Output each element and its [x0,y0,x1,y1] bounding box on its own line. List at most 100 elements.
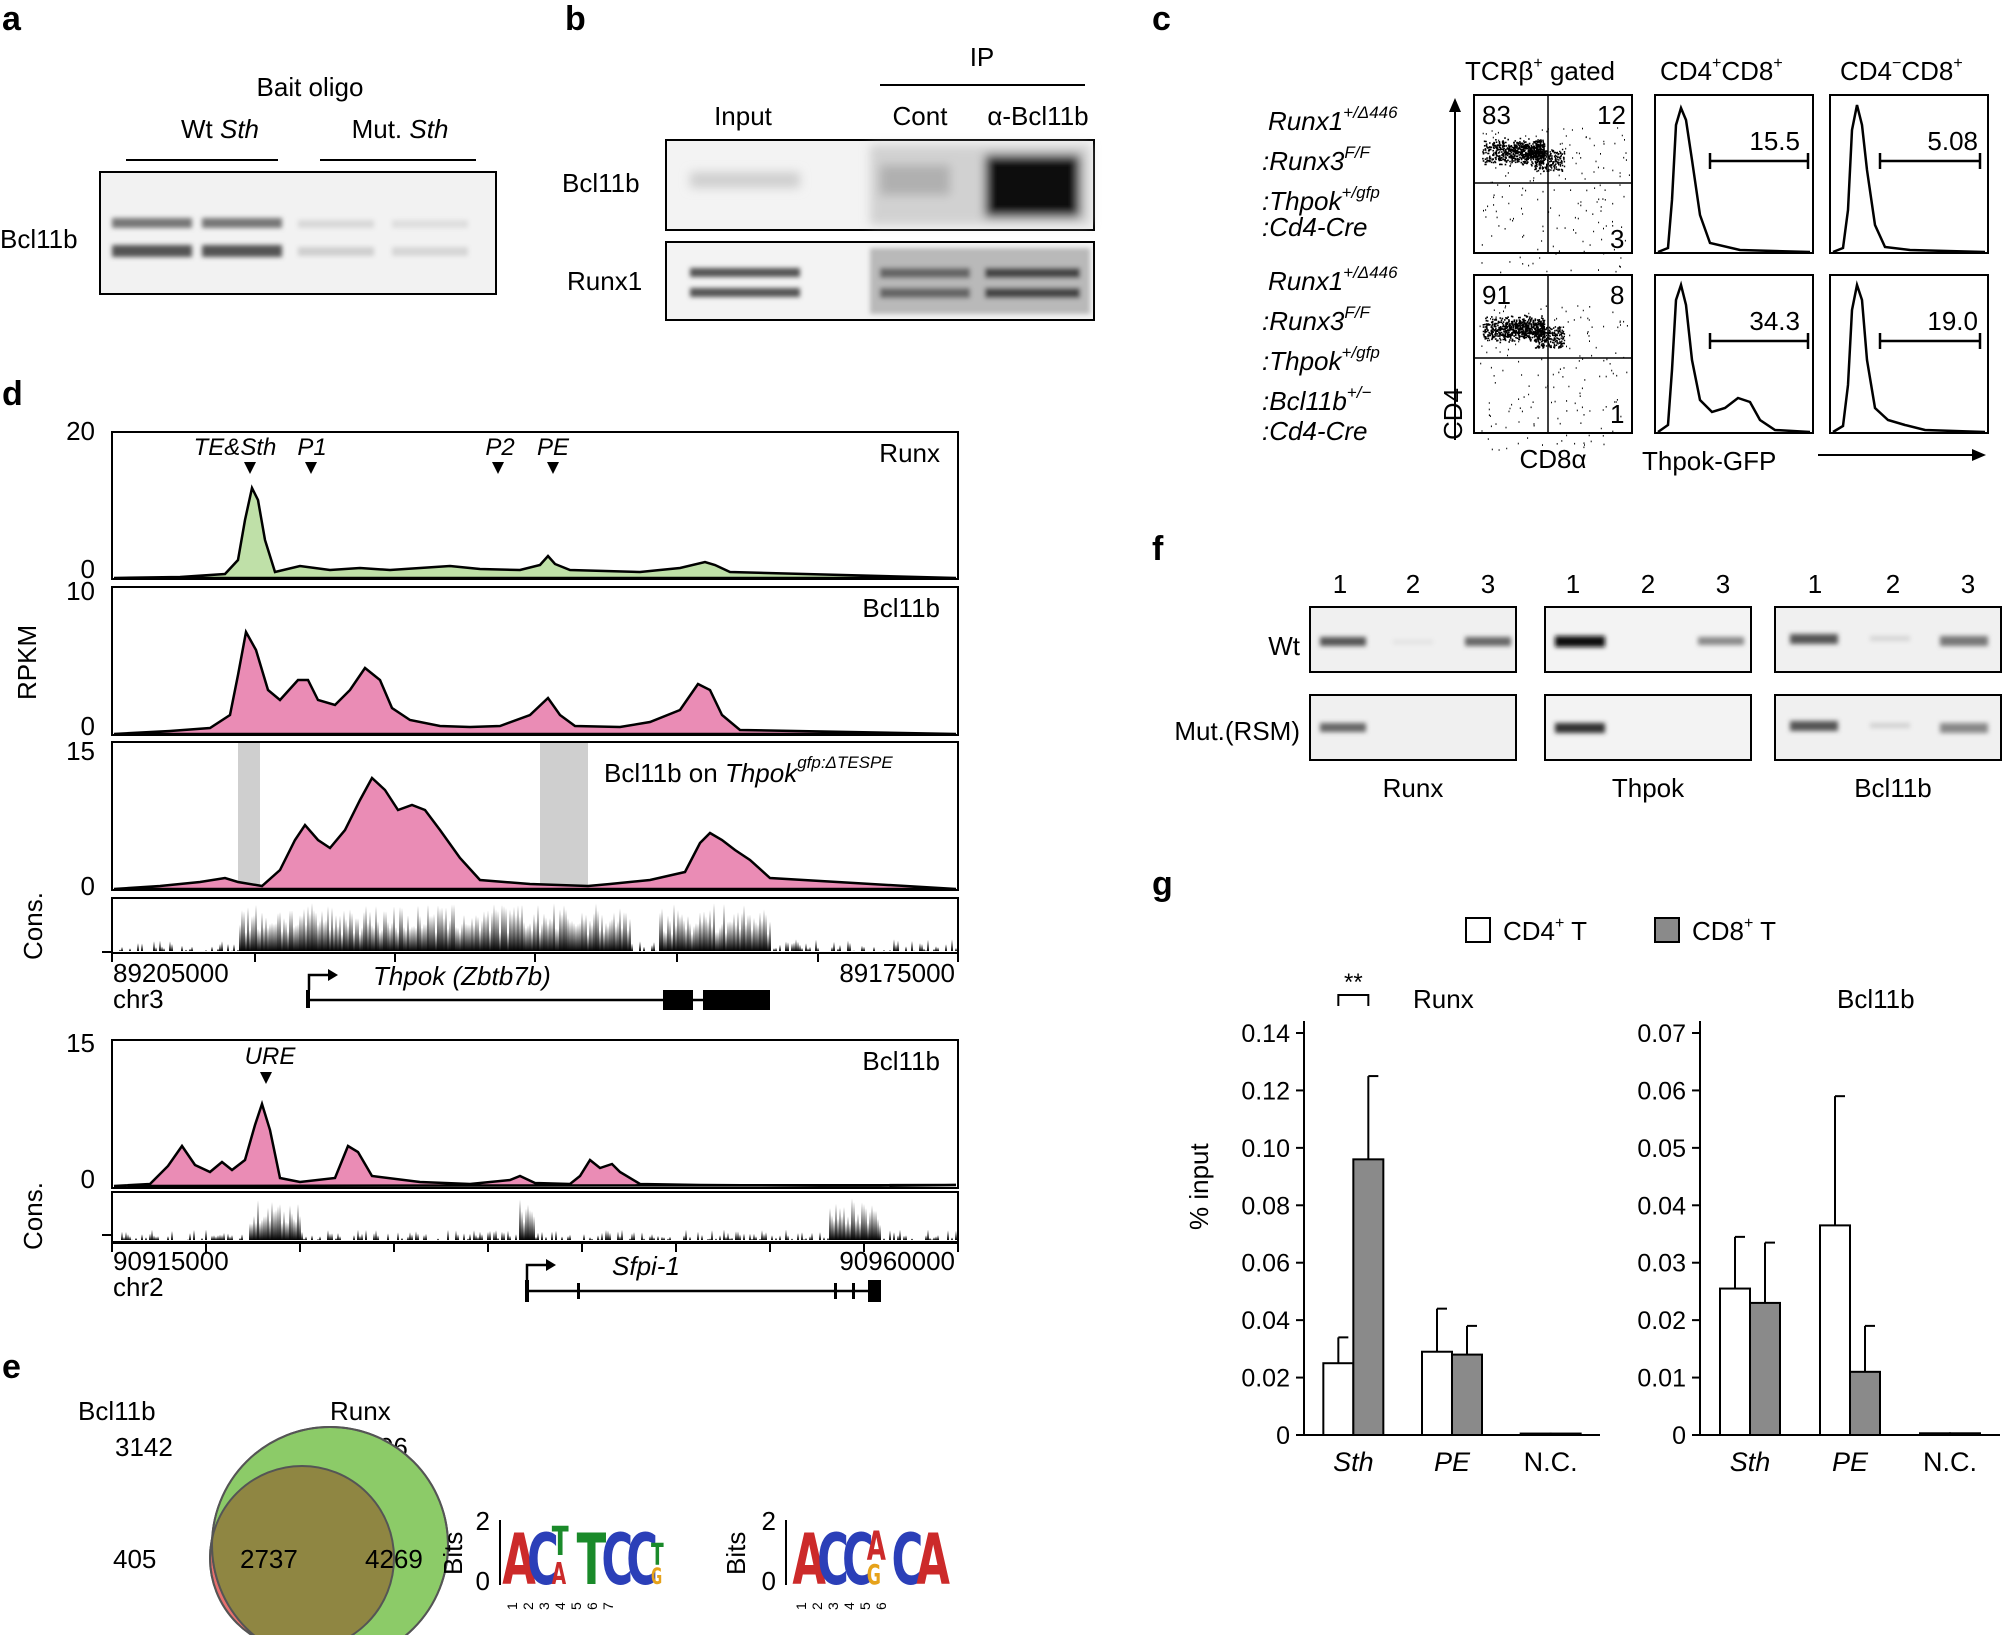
motif1-letter-7b: G [651,1565,662,1590]
chart-bcl11b: Bcl11b 0 0.01 0.02 0.03 0.04 0.05 0.06 0.07 Sth PE… [1637,984,2000,1477]
motif1-axis-top: 2 [476,1506,490,1536]
track1-name: Runx [879,438,940,468]
bar-bcl11b-nc-cd4 [1919,1432,1951,1436]
y-tick-label: 0.08 [1241,1192,1290,1220]
flow-dots [1481,127,1630,274]
svg-text:1: 1 [504,1602,520,1610]
panel-c: TCRβ+ gated CD4+CD8+ CD4−CD8+ Runx1+/Δ44… [1262,55,1989,476]
hist-1-dp [1654,94,1814,254]
y-tick-label: 0.10 [1241,1135,1290,1163]
hist1-dp-value: 15.5 [1749,126,1800,156]
significance-bracket [1337,994,1370,1006]
y-tick-label: 0.05 [1637,1135,1686,1163]
panel-label-b: b [565,0,586,38]
dot-plot-1 [1473,94,1633,254]
gene1-label: Thpok (Zbtb7b) [373,961,551,991]
motif2-positions: 1 2 3 4 5 6 [793,1602,889,1610]
bar-runx-pe-cd4 [1421,1350,1453,1436]
motif1-letter-6: C [626,1519,658,1601]
x-category-label: N.C. [1524,1447,1578,1477]
x-category-label: Sth [1333,1447,1374,1477]
chart-title: Runx [1413,984,1474,1014]
flow-dots [1479,305,1628,451]
bcl11b-peak-profile [113,628,957,736]
panel-label-c: c [1152,0,1171,38]
anti-bcl11b-label: α-Bcl11b [987,101,1088,131]
y-tick-label: 0.06 [1637,1077,1686,1105]
track2-name: Bcl11b [862,593,940,623]
svg-text:3: 3 [825,1602,841,1610]
motif1-bits-label: Bits [438,1532,468,1575]
col-dn-label: CD4−CD8+ [1840,55,1963,86]
bar-bcl11b-sth-cd4 [1719,1287,1751,1436]
hist2-dp-value: 34.3 [1749,306,1800,336]
motif2-bits-label: Bits [721,1532,751,1575]
svg-text:5: 5 [857,1602,873,1610]
venn-runx-label: Runx [330,1396,391,1426]
gene2-label: Sfpi-1 [612,1251,680,1281]
y-tick-label: 0.06 [1241,1250,1290,1278]
svg-text:2: 2 [1886,569,1900,599]
svg-text:3: 3 [536,1602,552,1610]
marker-p2: P2 [485,434,514,461]
cons-label-2: Cons. [18,1182,48,1250]
svg-text:2: 2 [809,1602,825,1610]
dot-cloud-1 [1481,127,1630,274]
legend-cd4-swatch [1465,917,1491,943]
gene-model-sfpi1 [525,1259,881,1302]
coord1-left: 89205000 [113,958,229,988]
motif1-letter-3: T [552,1518,569,1565]
motif2-letter-6: A [916,1519,950,1601]
svg-text:1: 1 [1808,569,1822,599]
y-tick-label: 0.07 [1637,1020,1686,1048]
dot2-br: 1 [1610,399,1624,429]
gene-model-thpok [306,969,770,1010]
x-category-label: N.C. [1923,1447,1977,1477]
svg-text::Thpok+/gfp: :Thpok+/gfp [1262,183,1380,216]
panel-label-d: d [2,375,23,413]
bar-runx-sth-cd8 [1352,1158,1385,1437]
panel-label-a: a [2,0,22,38]
motif2-letter-4: A [867,1523,886,1570]
rpkm-label: RPKM [12,625,42,700]
row-mut-label: Mut.(RSM) [1174,716,1300,746]
chr2-label: chr2 [113,1272,164,1302]
y-tick-label: 0.14 [1241,1020,1290,1048]
svg-text:4: 4 [841,1602,857,1610]
input-label: Input [714,101,773,131]
svg-text::Runx3F/F: :Runx3F/F [1262,143,1371,176]
track3-max: 15 [66,736,95,766]
y-tick-label: 0.12 [1241,1077,1290,1105]
venn-bcl11b-label: Bcl11b [78,1396,156,1426]
deletion-shade-pe [540,743,588,889]
cd4-axis-label: CD4 [1438,388,1468,440]
panel-b: IP Input Cont α-Bcl11b Bcl11b Runx1 [562,42,1095,321]
svg-text:2: 2 [1406,569,1420,599]
emsa-blot [99,171,497,295]
panel-f: 1 2 3 1 2 3 1 2 3 Wt Mut.(RSM) [1174,569,2002,803]
coord2-left: 90915000 [113,1246,229,1276]
bar-runx-nc-cd4 [1519,1432,1552,1437]
hist1-dn-value: 5.08 [1927,126,1978,156]
svg-text:2: 2 [520,1602,536,1610]
wt-sth-label: Wt Sth [181,114,259,144]
motif1-positions: 1 2 3 4 5 6 7 [504,1602,616,1610]
bar-bcl11b-pe-cd4 [1819,1224,1851,1437]
dot-plot-2 [1473,274,1633,434]
chart-title: Bcl11b [1837,984,1915,1014]
venn-only-runx: 4269 [365,1544,423,1574]
bar-runx-sth-cd4 [1322,1362,1355,1436]
ip-label: IP [970,42,995,72]
genotype-2: Runx1+/Δ446 :Runx3F/F :Thpok+/gfp :Bcl11… [1262,263,1398,446]
group-bcl11b: Bcl11b [1854,773,1932,803]
marker-p1: P1 [297,434,326,461]
g-ylabel: % input [1184,1143,1214,1230]
conservation-2 [114,1198,957,1240]
motif2-letter-4b: G [867,1559,881,1591]
cons-track-2-frame [111,1191,959,1243]
hist2-dn-value: 19.0 [1927,306,1978,336]
motif1-letter-5: C [601,1519,633,1601]
bcl11b-row-label: Bcl11b [0,224,78,254]
motif1-letter-4: T [577,1519,607,1601]
track5-min: 0 [81,1164,95,1194]
